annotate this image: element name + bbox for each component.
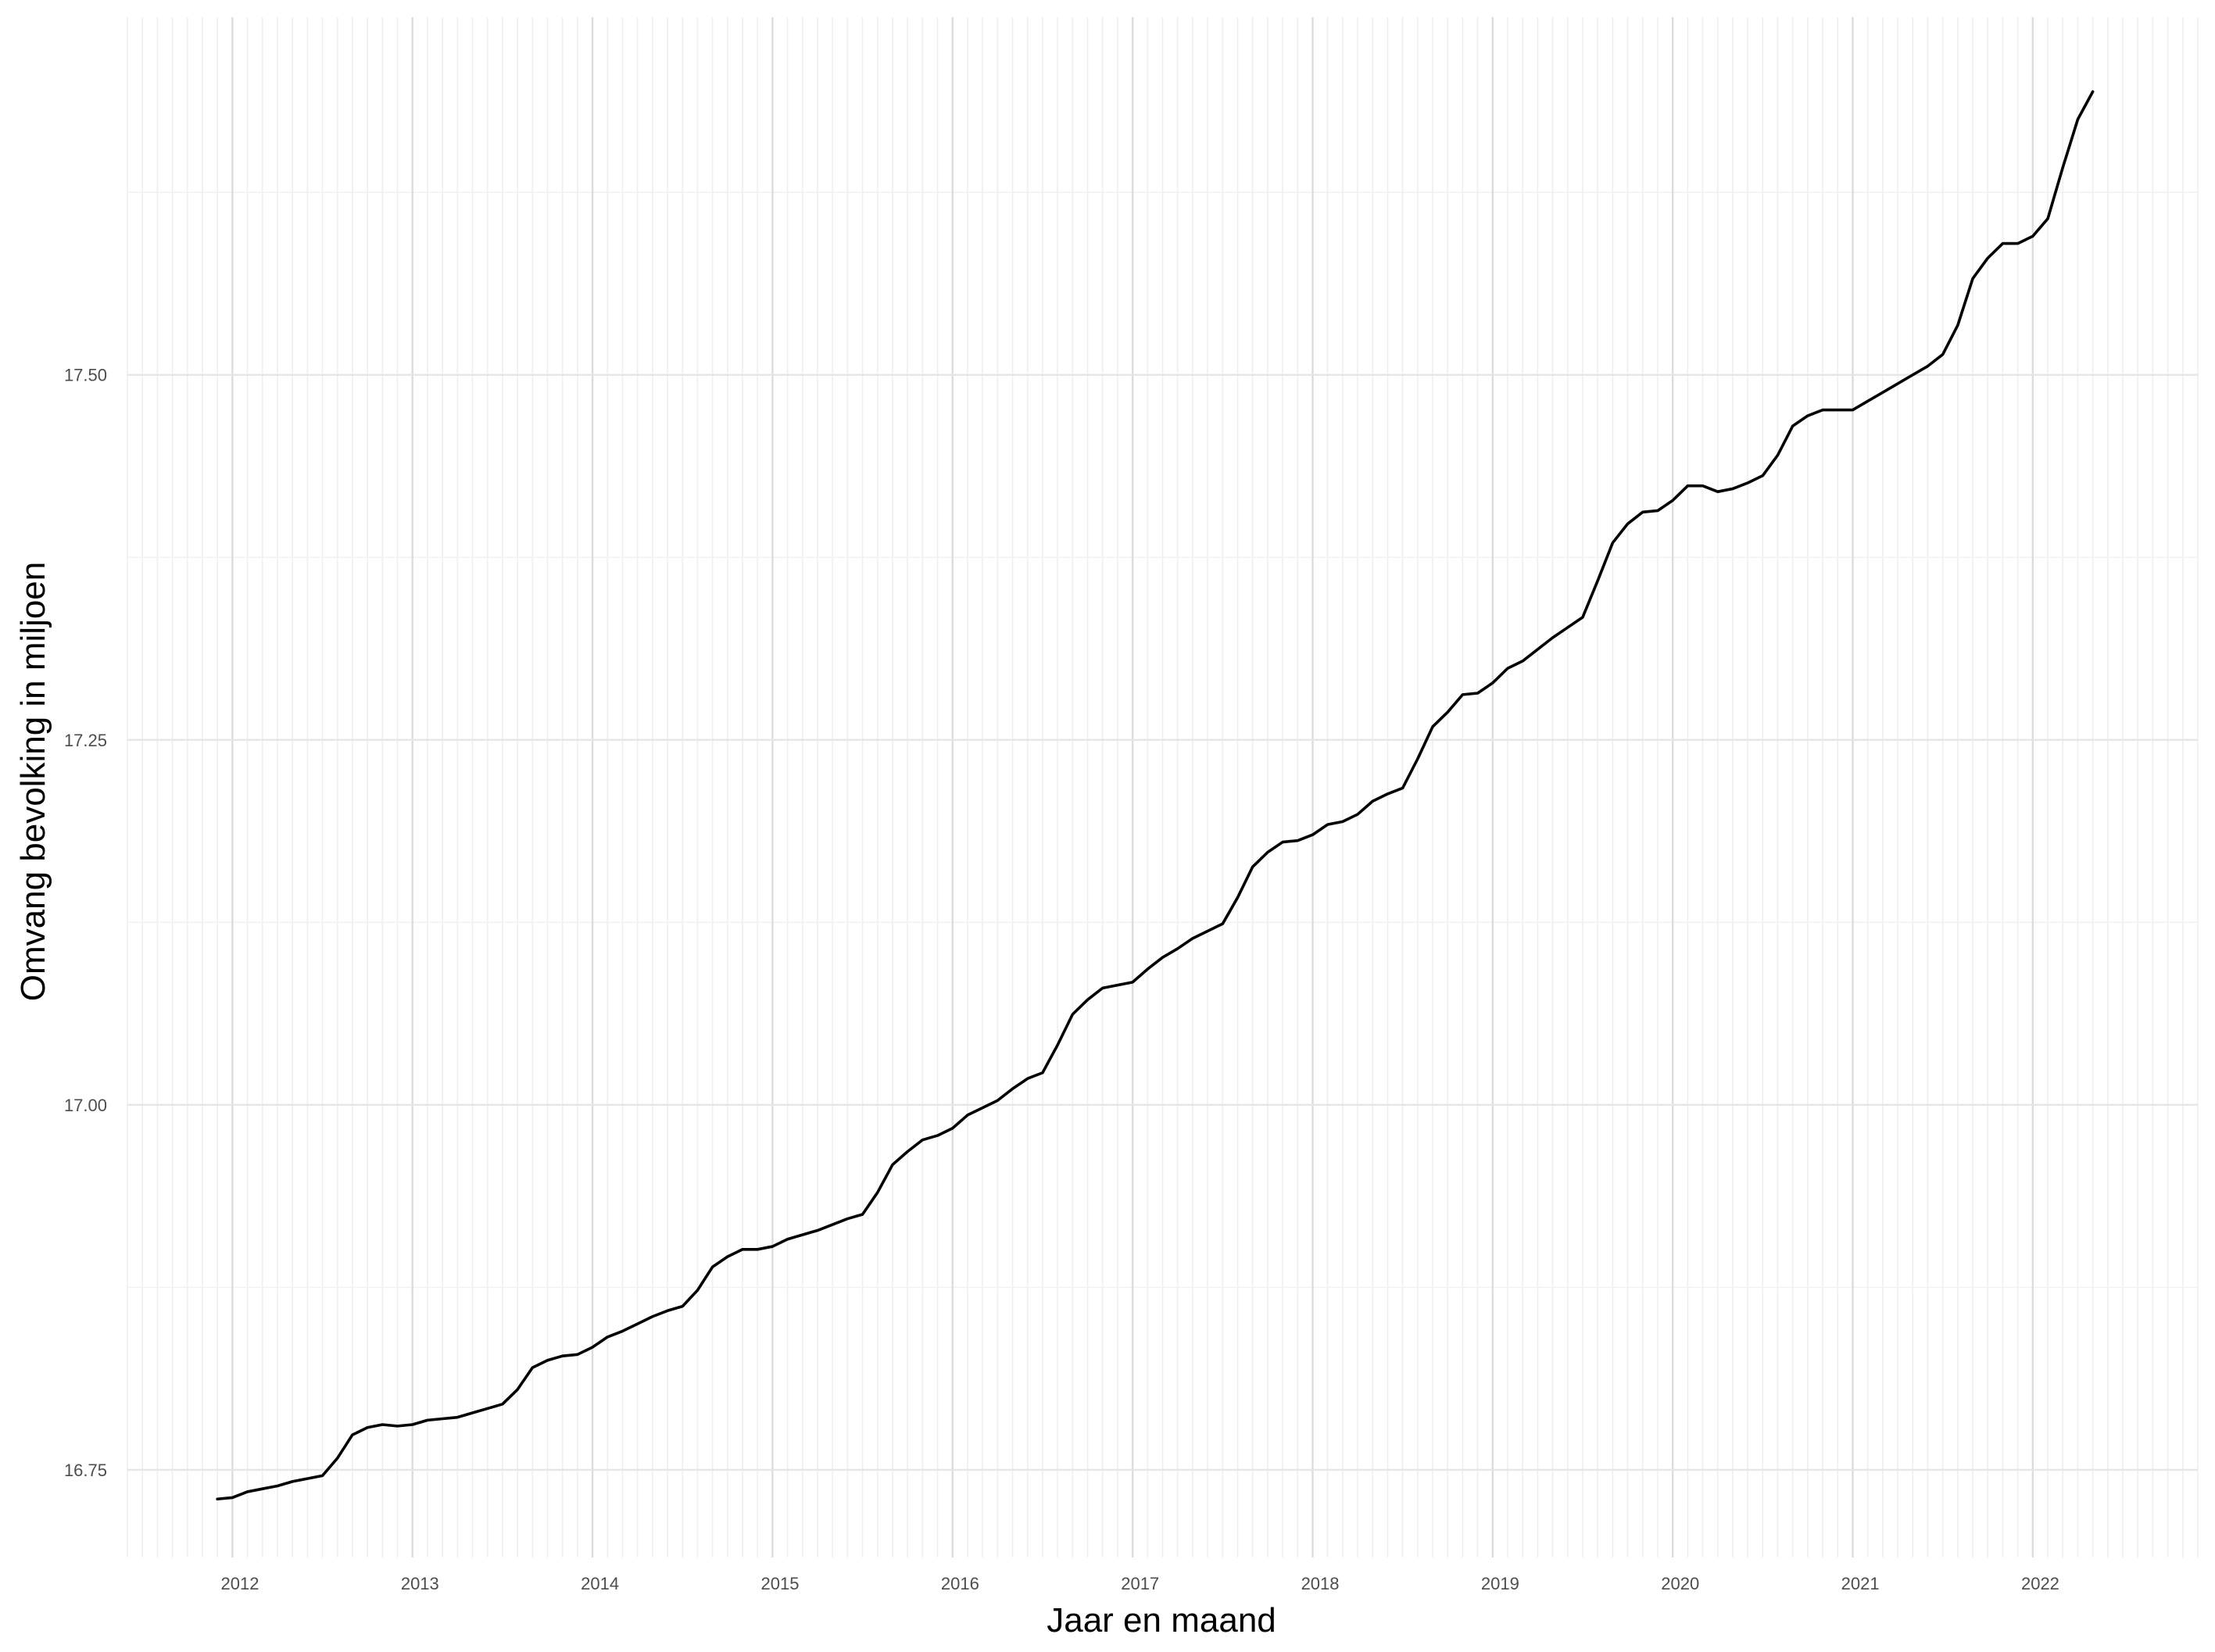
x-tick-labels: 2012 2013 2014 2015 2016 2017 2018 2019 2020 2021… xyxy=(220,1574,2059,1593)
x-tick-label: 2016 xyxy=(941,1574,979,1593)
minor-gridlines xyxy=(127,17,2199,1557)
x-tick-label: 2018 xyxy=(1301,1574,1340,1593)
x-tick-label: 2020 xyxy=(1661,1574,1699,1593)
y-tick-label: 17.50 xyxy=(64,366,107,385)
y-tick-label: 17.25 xyxy=(64,731,107,750)
y-axis-title: Omvang bevolking in miljoen xyxy=(14,562,52,1002)
x-tick-label: 2022 xyxy=(2021,1574,2059,1593)
x-tick-label: 2014 xyxy=(581,1574,619,1593)
x-axis-title: Jaar en maand xyxy=(1047,1601,1276,1639)
y-tick-label: 16.75 xyxy=(64,1461,107,1480)
x-tick-label: 2013 xyxy=(401,1574,439,1593)
series-line xyxy=(216,90,2095,1501)
major-gridlines xyxy=(127,17,2198,1557)
x-tick-label: 2015 xyxy=(761,1574,800,1593)
x-tick-label: 2019 xyxy=(1481,1574,1519,1593)
x-tick-label: 2017 xyxy=(1121,1574,1159,1593)
x-tick-label: 2012 xyxy=(220,1574,259,1593)
y-tick-labels: 16.75 17.00 17.25 17.50 xyxy=(64,366,107,1480)
y-tick-label: 17.00 xyxy=(64,1096,107,1115)
x-tick-label: 2021 xyxy=(1841,1574,1880,1593)
